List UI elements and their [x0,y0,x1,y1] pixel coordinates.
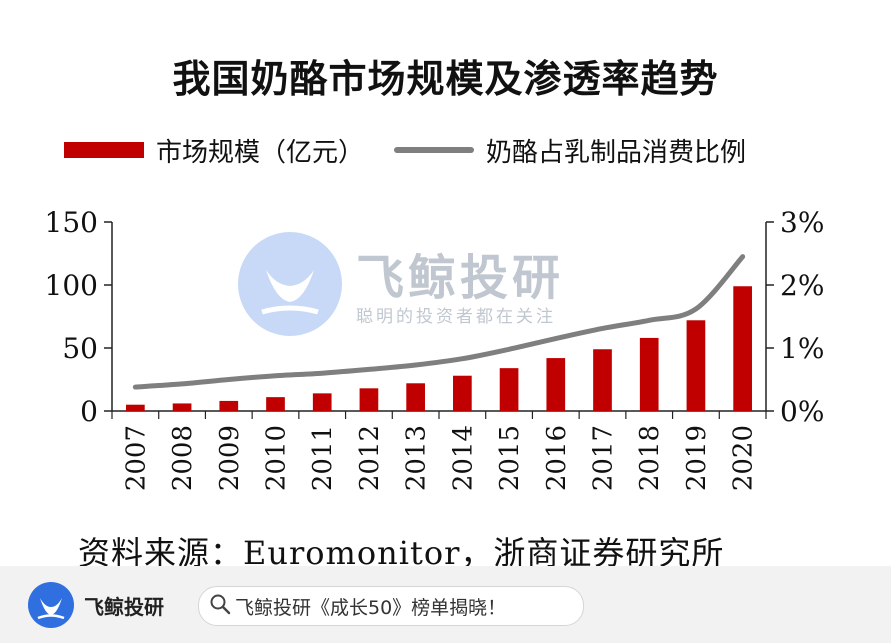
bar-2009 [219,400,239,411]
whale-logo-icon [28,582,74,628]
bar-2018 [639,337,659,411]
x-tick-label: 2012 [355,425,385,491]
chart-title: 我国奶酪市场规模及渗透率趋势 [172,57,719,101]
x-tick-label: 2013 [402,425,432,491]
bar-2010 [266,397,285,411]
x-tick-label: 2017 [589,425,619,491]
x-tick-label: 2010 [262,425,292,491]
bar-2020 [733,286,752,411]
bar-2019 [686,320,706,411]
y-left-tick-label: 0 [80,395,98,428]
x-tick-label: 2011 [308,425,338,491]
x-tick-label: 2009 [215,425,245,491]
x-tick-label: 2014 [448,425,478,491]
watermark-logo [236,230,344,342]
chart-svg: 0 50 100 150 0% 1% 2% 3% 2007 2008 2009 2010 2011 201… [45,206,825,491]
x-tick-label: 2018 [635,425,665,491]
watermark-name: 飞鲸投研 [356,250,565,306]
legend-label-bar: 市场规模（亿元） [156,137,365,168]
x-tick-label: 2020 [729,425,759,491]
legend-swatch-line [394,147,475,153]
x-tick-label: 2019 [682,425,712,491]
line-series-penetration [132,254,746,390]
footer-brand-name: 飞鲸投研 [84,594,164,619]
y-right-tick-label: 3% [780,206,824,239]
watermark-slogan: 聪明的投资者都在关注 [356,307,556,327]
y-right-tick-label: 2% [780,269,824,302]
x-tick-label: 2016 [542,425,572,491]
bar-2011 [312,393,332,411]
search-box[interactable]: 飞鲸投研《成长50》榜单揭晓！ [198,586,584,626]
chart-legend: 市场规模（亿元） 奶酪占乳制品消费比例 [64,130,746,170]
search-text: 飞鲸投研《成长50》榜单揭晓！ [235,596,507,619]
y-left-tick-label: 150 [45,206,98,239]
bar-2007 [126,404,145,411]
y-left-tick-label: 100 [45,269,98,302]
footer-bar: 飞鲸投研 飞鲸投研《成长50》榜单揭晓！ [0,566,891,643]
bar-2012 [359,388,379,411]
bar-2015 [499,368,519,411]
bar-2014 [453,375,472,411]
y-left-tick-label: 50 [62,332,98,365]
bar-2017 [593,349,612,411]
bar-2013 [406,383,425,411]
y-right-tick-label: 0% [780,395,824,428]
x-tick-label: 2007 [121,425,151,491]
x-tick-label: 2008 [168,425,198,491]
source-note: 资料来源：Euromonitor，浙商证券研究所 [78,534,725,572]
bar-2008 [172,403,192,411]
footer-brand[interactable]: 飞鲸投研 [28,582,164,628]
legend-label-line: 奶酪占乳制品消费比例 [486,137,747,168]
y-right-tick-label: 1% [780,332,824,365]
search-icon [209,593,231,620]
x-tick-label: 2015 [495,425,525,491]
bar-2016 [546,358,566,411]
legend-swatch-bar [64,142,144,158]
